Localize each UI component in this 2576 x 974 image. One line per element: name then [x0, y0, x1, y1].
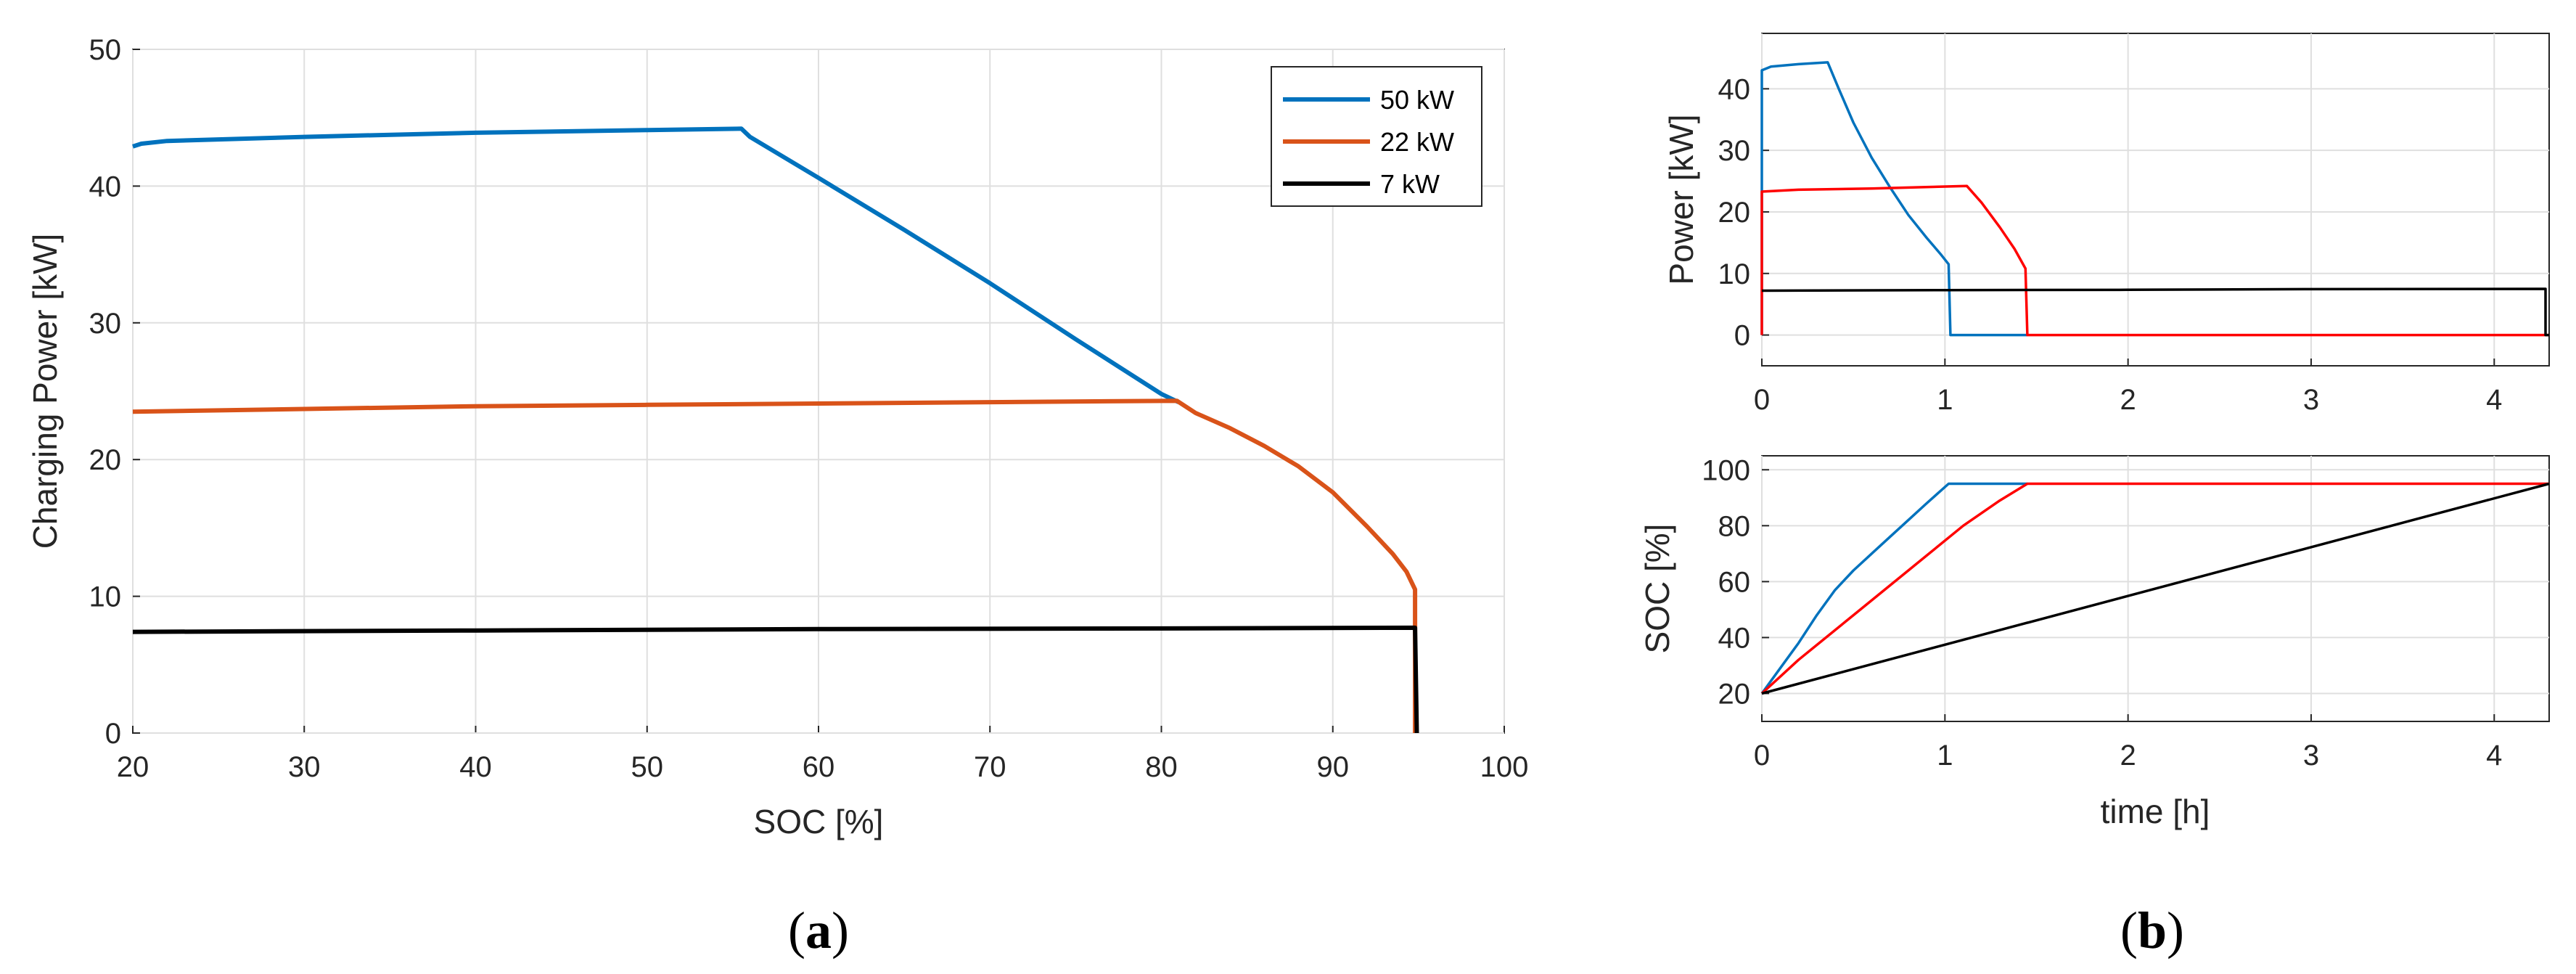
- series-group: [1760, 61, 2549, 337]
- series-line-22-kw: [1760, 482, 2549, 695]
- legend-label: 7 kW: [1380, 169, 1440, 199]
- y-tick-label: 10: [89, 581, 122, 613]
- x-tick-label: 100: [1480, 751, 1529, 783]
- x-tick-label: 80: [1145, 751, 1178, 783]
- x-tick-label: 4: [2486, 740, 2502, 772]
- x-tick-label: 2: [2120, 740, 2136, 772]
- series-line-50-kw: [1760, 482, 2027, 695]
- x-tick-label: 1: [1937, 384, 1953, 416]
- y-axis-label: Charging Power [kW]: [26, 234, 64, 549]
- x-tick-label: 2: [2120, 384, 2136, 416]
- x-tick-label: 40: [459, 751, 492, 783]
- tick-labels: 0 1 2 3 4 20 40 60 80 100: [1702, 454, 2502, 772]
- series-line-7-kw: [132, 625, 1419, 734]
- x-tick-label: 0: [1754, 384, 1770, 416]
- y-tick-label: 80: [1718, 510, 1751, 542]
- y-tick-label: 0: [1734, 320, 1750, 352]
- x-tick-label: 3: [2303, 740, 2319, 772]
- x-tick-label: 50: [631, 751, 664, 783]
- caption-a-letter: a: [805, 901, 832, 959]
- y-axis-label: Power [kW]: [1662, 114, 1700, 285]
- y-tick-label: 40: [89, 171, 122, 202]
- series-line-7-kw: [1761, 287, 2549, 337]
- series-line-50-kw: [1760, 61, 2027, 337]
- y-tick-label: 20: [89, 444, 122, 476]
- series-group: [132, 126, 1419, 734]
- legend-label: 50 kW: [1380, 85, 1454, 115]
- series-line-22-kw: [132, 398, 1418, 733]
- caption-a: (a): [788, 901, 849, 959]
- x-tick-label: 3: [2303, 384, 2319, 416]
- caption-b: (b): [2120, 901, 2184, 959]
- x-axis-label: SOC [%]: [754, 803, 884, 840]
- y-tick-label: 30: [89, 308, 122, 340]
- y-tick-label: 30: [1718, 135, 1751, 167]
- x-tick-label: 30: [288, 751, 321, 783]
- series-line-50-kw: [132, 126, 1180, 404]
- x-tick-label: 60: [803, 751, 835, 783]
- y-tick-label: 0: [105, 718, 121, 750]
- series-group: [1760, 482, 2550, 695]
- x-tick-label: 90: [1317, 751, 1350, 783]
- x-tick-label: 1: [1937, 740, 1953, 772]
- y-tick-label: 100: [1702, 454, 1750, 486]
- chart-b-soc: 0 1 2 3 4 20 40 60 80 100 time [h] SOC [%]: [1638, 454, 2550, 830]
- y-tick-label: 60: [1718, 566, 1751, 598]
- x-tick-label: 4: [2486, 384, 2502, 416]
- legend-label: 22 kW: [1380, 127, 1454, 157]
- grid: [1761, 456, 2549, 721]
- chart-a: 20 30 40 50 60 70 80 90 100 0 10 20 30 40 50 SOC [%] C…: [26, 34, 1528, 840]
- y-tick-label: 20: [1718, 678, 1751, 710]
- tick-labels: 20 30 40 50 60 70 80 90 100 0 10 20 30 40 50: [89, 34, 1529, 783]
- x-tick-label: 20: [117, 751, 149, 783]
- plot-background: [1761, 33, 2550, 367]
- y-tick-label: 10: [1718, 258, 1751, 290]
- legend: 50 kW 22 kW 7 kW: [1271, 66, 1482, 207]
- y-tick-label: 20: [1718, 197, 1751, 229]
- y-tick-label: 50: [89, 34, 122, 66]
- grid: [132, 49, 1505, 734]
- x-tick-label: 0: [1754, 740, 1770, 772]
- y-axis-label: SOC [%]: [1638, 524, 1676, 654]
- y-tick-label: 40: [1718, 73, 1751, 105]
- caption-b-letter: b: [2138, 901, 2167, 959]
- x-tick-label: 70: [974, 751, 1006, 783]
- svg-text:(a): (a): [788, 901, 849, 959]
- series-line-7-kw: [1761, 482, 2550, 695]
- svg-text:(b): (b): [2120, 901, 2184, 959]
- y-tick-label: 40: [1718, 622, 1751, 654]
- x-axis-label: time [h]: [2101, 793, 2210, 830]
